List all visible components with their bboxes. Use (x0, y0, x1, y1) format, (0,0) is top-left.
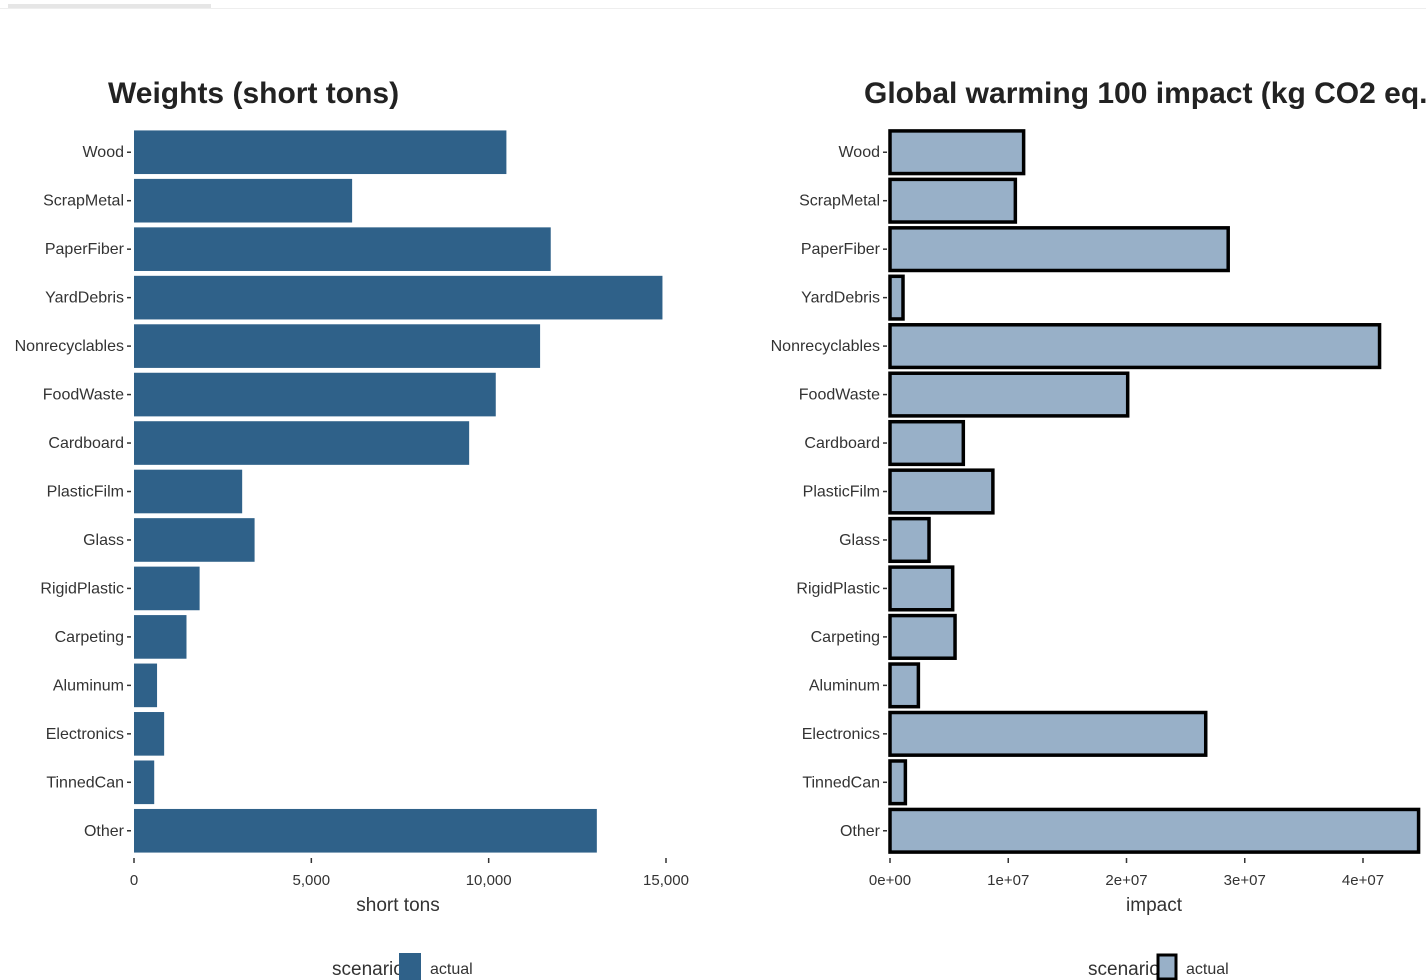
gwp-x-tick-label-2: 2e+07 (1105, 872, 1147, 889)
weights-category-label-cardboard: Cardboard (48, 435, 124, 452)
weights-x-tick-label-2: 10,000 (466, 872, 512, 889)
gwp-bar-scrapmetal (888, 177, 1018, 224)
gwp-legend-swatch (1156, 953, 1178, 980)
gwp-bar-plasticfilm (888, 468, 995, 515)
weights-category-label-other: Other (84, 823, 125, 840)
gwp-bar-electronics (888, 710, 1208, 757)
gwp-category-label-other: Other (840, 823, 881, 840)
weights-bar-wood (134, 130, 507, 175)
weights-category-label-carpeting: Carpeting (55, 629, 124, 646)
weights-bar-nonrecyclables (134, 324, 541, 368)
weights-bar-other (134, 808, 597, 853)
gwp-bar-paperfiber (888, 226, 1230, 273)
gwp-bar-tinnedcan (888, 759, 908, 806)
weights-category-label-plasticfilm: PlasticFilm (47, 484, 124, 501)
weights-bar-cardboard (134, 421, 470, 465)
window-top-strip (0, 0, 1426, 10)
gwp-category-label-carpeting: Carpeting (811, 629, 880, 646)
gwp-bar-rigidplastic (888, 565, 955, 612)
browser-tab[interactable] (8, 4, 211, 8)
gwp-x-tick-label-0: 0e+00 (869, 872, 911, 889)
gwp-category-label-aluminum: Aluminum (809, 677, 880, 694)
weights-bar-electronics (134, 712, 165, 756)
gwp-category-label-nonrecyclables: Nonrecyclables (771, 338, 880, 355)
gwp-category-label-glass: Glass (839, 532, 880, 549)
weights-bar-carpeting (134, 615, 187, 659)
top-divider (0, 8, 1426, 9)
gwp-legend-title: scenario (1088, 959, 1160, 980)
weights-bar-plasticfilm (134, 469, 243, 514)
weights-category-label-electronics: Electronics (46, 726, 124, 743)
gwp-category-label-electronics: Electronics (802, 726, 880, 743)
weights-legend-title: scenario (332, 959, 404, 980)
gwp-legend: scenario actual (1088, 953, 1229, 980)
gwp-x-tick-label-3: 3e+07 (1224, 872, 1266, 889)
weights-category-label-foodwaste: FoodWaste (43, 387, 124, 404)
gwp-legend-label: actual (1186, 961, 1229, 978)
weights-category-label-nonrecyclables: Nonrecyclables (15, 338, 124, 355)
gwp-bar-cardboard (888, 419, 966, 467)
weights-x-tick-label-0: 0 (130, 872, 138, 889)
gwp-bar-yarddebris (888, 274, 905, 321)
weights-bar-glass (134, 518, 255, 562)
gwp-category-label-paperfiber: PaperFiber (801, 241, 881, 258)
weights-legend: scenario actual (332, 953, 473, 980)
gwp-bar-other (888, 807, 1421, 854)
weights-x-axis-title: short tons (356, 895, 439, 916)
gwp-category-label-cardboard: Cardboard (804, 435, 880, 452)
weights-bar-yarddebris (134, 275, 663, 320)
gwp-bar-nonrecyclables (888, 323, 1382, 370)
gwp-bar-glass (888, 516, 931, 564)
gwp-x-tick-label-4: 4e+07 (1342, 872, 1384, 889)
weights-category-label-aluminum: Aluminum (53, 677, 124, 694)
weights-bar-aluminum (134, 663, 158, 708)
weights-bar-foodwaste (134, 372, 496, 417)
gwp-category-label-plasticfilm: PlasticFilm (803, 484, 880, 501)
gwp-category-label-scrapmetal: ScrapMetal (799, 193, 880, 210)
weights-plot-area: Wood ScrapMetal PaperFiber YardDebris Nonrec… (15, 130, 689, 889)
weights-chart-title: Weights (short tons) (108, 77, 399, 110)
gwp-category-label-yarddebris: YardDebris (801, 290, 880, 307)
gwp-x-axis-title: impact (1126, 895, 1183, 916)
gwp-plot-area: Wood ScrapMetal PaperFiber YardDebris Nonrec… (771, 129, 1421, 889)
gwp-bar-foodwaste (888, 371, 1130, 418)
gwp-category-label-wood: Wood (838, 144, 880, 161)
weights-category-label-wood: Wood (82, 144, 124, 161)
weights-bar-scrapmetal (134, 178, 353, 223)
weights-category-label-rigidplastic: RigidPlastic (40, 580, 124, 597)
weights-category-label-yarddebris: YardDebris (45, 290, 124, 307)
weights-category-label-paperfiber: PaperFiber (45, 241, 125, 258)
gwp-bar-aluminum (888, 662, 921, 709)
weights-bar-paperfiber (134, 227, 551, 271)
weights-category-label-glass: Glass (83, 532, 124, 549)
weights-category-label-scrapmetal: ScrapMetal (43, 193, 124, 210)
weights-bar-tinnedcan (134, 760, 155, 805)
weights-x-tick-label-1: 5,000 (293, 872, 331, 889)
weights-bar-rigidplastic (134, 566, 200, 611)
gwp-category-label-rigidplastic: RigidPlastic (796, 580, 880, 597)
gwp-category-label-foodwaste: FoodWaste (799, 387, 880, 404)
gwp-chart-title: Global warming 100 impact (kg CO2 eq.) (864, 77, 1426, 110)
weights-legend-label: actual (430, 961, 473, 978)
weights-category-label-tinnedcan: TinnedCan (46, 774, 124, 791)
gwp-chart: Global warming 100 impact (kg CO2 eq.) W… (771, 77, 1426, 980)
gwp-bar-wood (888, 129, 1026, 176)
gwp-x-tick-label-1: 1e+07 (987, 872, 1029, 889)
weights-chart: Weights (short tons) Wood ScrapMetal Paper… (15, 77, 689, 980)
weights-legend-swatch (399, 953, 421, 980)
weights-x-tick-label-3: 15,000 (643, 872, 689, 889)
gwp-bar-carpeting (888, 613, 957, 660)
gwp-category-label-tinnedcan: TinnedCan (802, 774, 880, 791)
